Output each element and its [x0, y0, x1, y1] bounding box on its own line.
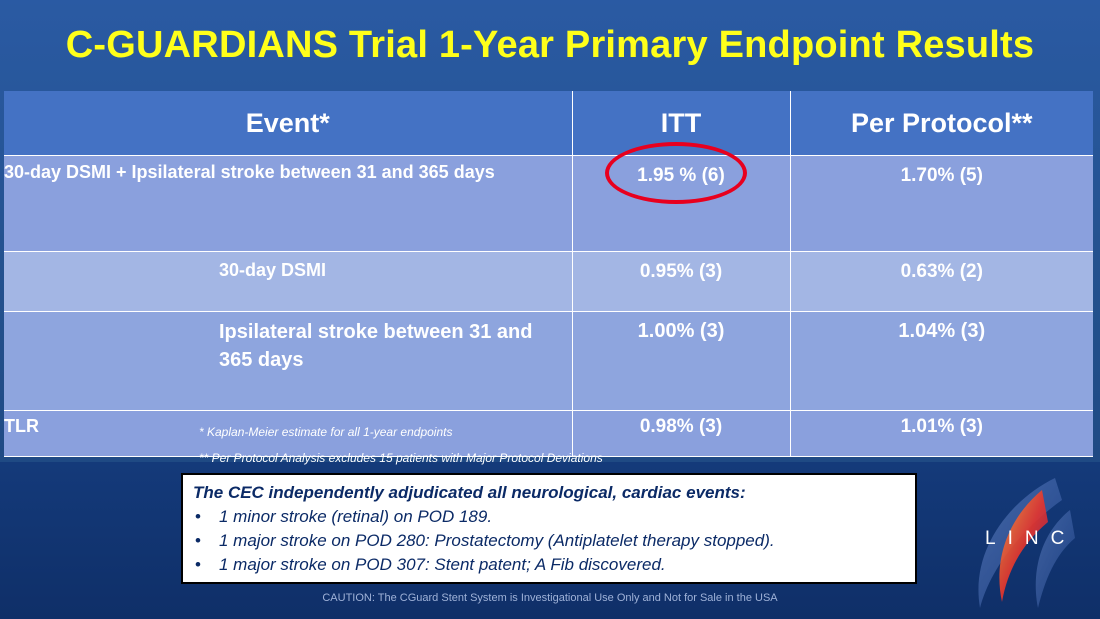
per-protocol-cell: 1.70% (5)	[790, 155, 1093, 252]
bullet-icon: •	[195, 507, 201, 526]
bullet-icon: •	[195, 531, 201, 550]
cec-item-text: 1 major stroke on POD 280: Prostatectomy…	[219, 531, 775, 550]
list-item: • 1 minor stroke (retinal) on POD 189.	[193, 505, 905, 529]
table-row: TLR 0.98% (3) 1.01% (3)	[4, 410, 1093, 457]
linc-swoosh-logo-icon	[978, 478, 1075, 608]
per-protocol-cell: 1.04% (3)	[790, 311, 1093, 411]
header-event: Event*	[4, 91, 573, 156]
cec-list: • 1 minor stroke (retinal) on POD 189. • 1…	[193, 505, 905, 577]
footnote-kaplan-meier: * Kaplan-Meier estimate for all 1-year e…	[199, 425, 453, 439]
slide-title: C-GUARDIANS Trial 1-Year Primary Endpoin…	[65, 24, 1035, 66]
per-protocol-cell: 0.63% (2)	[790, 251, 1093, 312]
header-per-protocol: Per Protocol**	[790, 91, 1093, 156]
per-protocol-cell: 1.01% (3)	[790, 410, 1093, 457]
highlight-circle	[605, 142, 747, 204]
cec-heading: The CEC independently adjudicated all ne…	[193, 483, 746, 502]
bullet-icon: •	[195, 555, 201, 574]
cec-box: The CEC independently adjudicated all ne…	[181, 473, 917, 584]
itt-cell: 0.95% (3)	[572, 251, 791, 312]
event-cell: Ipsilateral stroke between 31 and 365 da…	[4, 311, 573, 411]
table-header-row: Event* ITT Per Protocol**	[4, 91, 1093, 156]
table-row: Ipsilateral stroke between 31 and 365 da…	[4, 311, 1093, 411]
table-row: 30-day DSMI + Ipsilateral stroke between…	[4, 155, 1093, 252]
list-item: • 1 major stroke on POD 307: Stent patent…	[193, 553, 905, 577]
cec-item-text: 1 major stroke on POD 307: Stent patent;…	[219, 555, 666, 574]
event-cell: 30-day DSMI	[4, 251, 573, 312]
footnote-per-protocol: ** Per Protocol Analysis excludes 15 pat…	[199, 451, 603, 465]
table-row: 30-day DSMI 0.95% (3) 0.63% (2)	[4, 251, 1093, 312]
results-table: Event* ITT Per Protocol** 30-day DSMI + …	[4, 91, 1093, 457]
cec-item-text: 1 minor stroke (retinal) on POD 189.	[219, 507, 493, 526]
itt-cell: 0.98% (3)	[572, 410, 791, 457]
logo-text: LINC	[985, 528, 1077, 549]
caution-text: CAUTION: The CGuard Stent System is Inve…	[322, 592, 778, 604]
itt-cell: 1.00% (3)	[572, 311, 791, 411]
event-cell: 30-day DSMI + Ipsilateral stroke between…	[4, 155, 573, 252]
list-item: • 1 major stroke on POD 280: Prostatectom…	[193, 529, 905, 553]
header-itt: ITT	[572, 91, 791, 156]
event-cell: TLR	[4, 410, 573, 457]
